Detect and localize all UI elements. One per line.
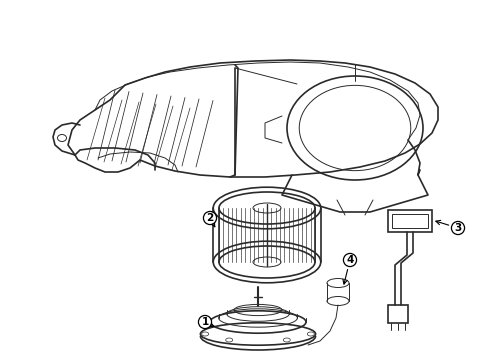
Bar bbox=[387, 210, 431, 232]
Text: 3: 3 bbox=[435, 220, 461, 233]
Bar bbox=[387, 305, 407, 323]
Text: 1: 1 bbox=[201, 317, 214, 327]
Bar bbox=[391, 214, 427, 228]
Text: 2: 2 bbox=[206, 213, 214, 227]
Text: 4: 4 bbox=[342, 255, 353, 284]
